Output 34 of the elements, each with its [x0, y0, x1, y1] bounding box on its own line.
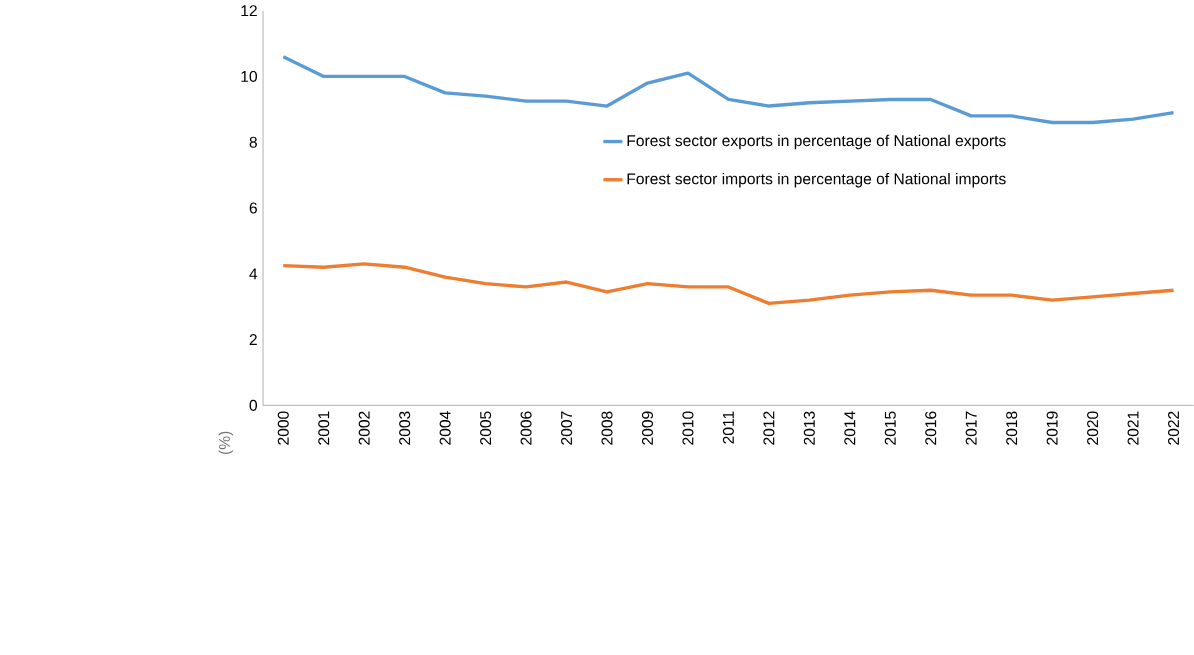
- x-tick-label: 2009: [641, 411, 654, 445]
- x-tick-label: 2018: [1006, 411, 1018, 445]
- y-tick-label: 2: [249, 333, 257, 345]
- x-tick-label: 2000: [277, 411, 289, 445]
- y-tick-label: 6: [249, 202, 257, 214]
- x-tick-label: 2016: [925, 411, 937, 445]
- y-tick-label: 12: [241, 5, 257, 16]
- legend-label: Forest sector imports in percentage of National imports: [627, 172, 1006, 188]
- y-tick-label: 8: [249, 136, 257, 148]
- y-axis-title: (%): [218, 431, 234, 454]
- x-tick-label: 2002: [358, 411, 370, 445]
- x-tick-label: 2008: [601, 411, 613, 445]
- x-tick-label: 2022: [1168, 411, 1180, 445]
- legend-label: Forest sector exports in percentage of National exports: [627, 134, 1006, 150]
- y-tick-label: 4: [249, 268, 258, 279]
- y-tick-label: 10: [241, 70, 258, 82]
- x-tick-label: 2007: [561, 411, 573, 445]
- y-tick-label: 0: [249, 399, 258, 411]
- x-tick-label: 2005: [480, 411, 492, 445]
- x-tick-label: 2014: [844, 411, 856, 445]
- x-tick-label: 2012: [763, 411, 775, 445]
- x-tick-label: 2001: [318, 411, 330, 445]
- x-tick-label: 2021: [1127, 411, 1139, 445]
- x-tick-label: 2015: [884, 411, 896, 445]
- x-tick-label: 2003: [399, 411, 411, 445]
- x-tick-label: 2020: [1087, 411, 1099, 445]
- x-tick-label: 2004: [439, 411, 451, 445]
- line-series: [281, 262, 1176, 305]
- x-tick-label: 2011: [722, 411, 734, 444]
- x-tick-label: 2019: [1046, 411, 1058, 445]
- x-tick-label: 2010: [682, 411, 694, 445]
- x-tick-label: 2013: [803, 411, 815, 445]
- x-tick-label: 2017: [965, 411, 977, 445]
- x-tick-label: 2006: [520, 411, 532, 445]
